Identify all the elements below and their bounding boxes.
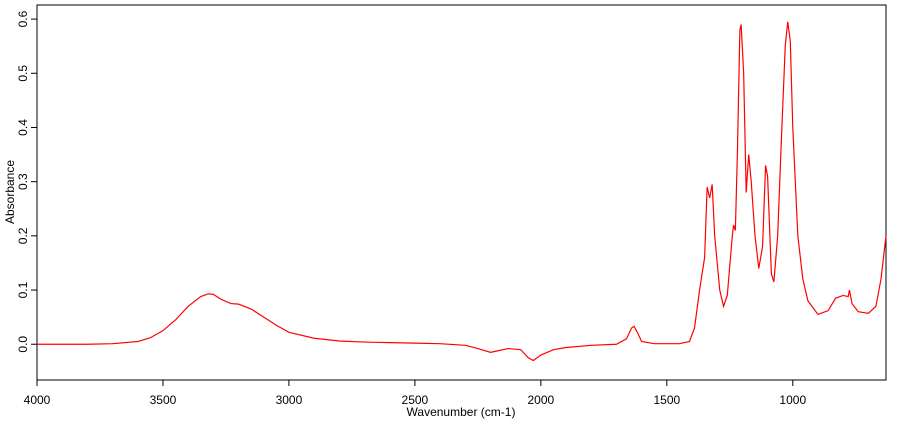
x-tick-label: 1000: [779, 393, 806, 407]
y-tick-label: 0.6: [16, 10, 30, 27]
x-tick-label: 2500: [402, 393, 429, 407]
x-tick-label: 1500: [653, 393, 680, 407]
y-tick-label: 0.3: [16, 173, 30, 190]
x-tick-label: 3000: [276, 393, 303, 407]
y-tick-label: 0.5: [16, 65, 30, 82]
y-tick-label: 0.4: [16, 119, 30, 136]
spectrum-line: [37, 21, 887, 362]
x-axis-label: Wavenumber (cm-1): [407, 405, 516, 419]
y-tick-label: 0.1: [16, 281, 30, 298]
plot-frame: [36, 4, 887, 381]
y-axis-label: Absorbance: [3, 160, 17, 224]
x-tick-label: 4000: [24, 393, 51, 407]
y-tick-label: 0.2: [16, 227, 30, 244]
x-tick-label: 3500: [150, 393, 177, 407]
y-tick-label: 0.0: [16, 336, 30, 353]
x-tick-label: 2000: [528, 393, 555, 407]
